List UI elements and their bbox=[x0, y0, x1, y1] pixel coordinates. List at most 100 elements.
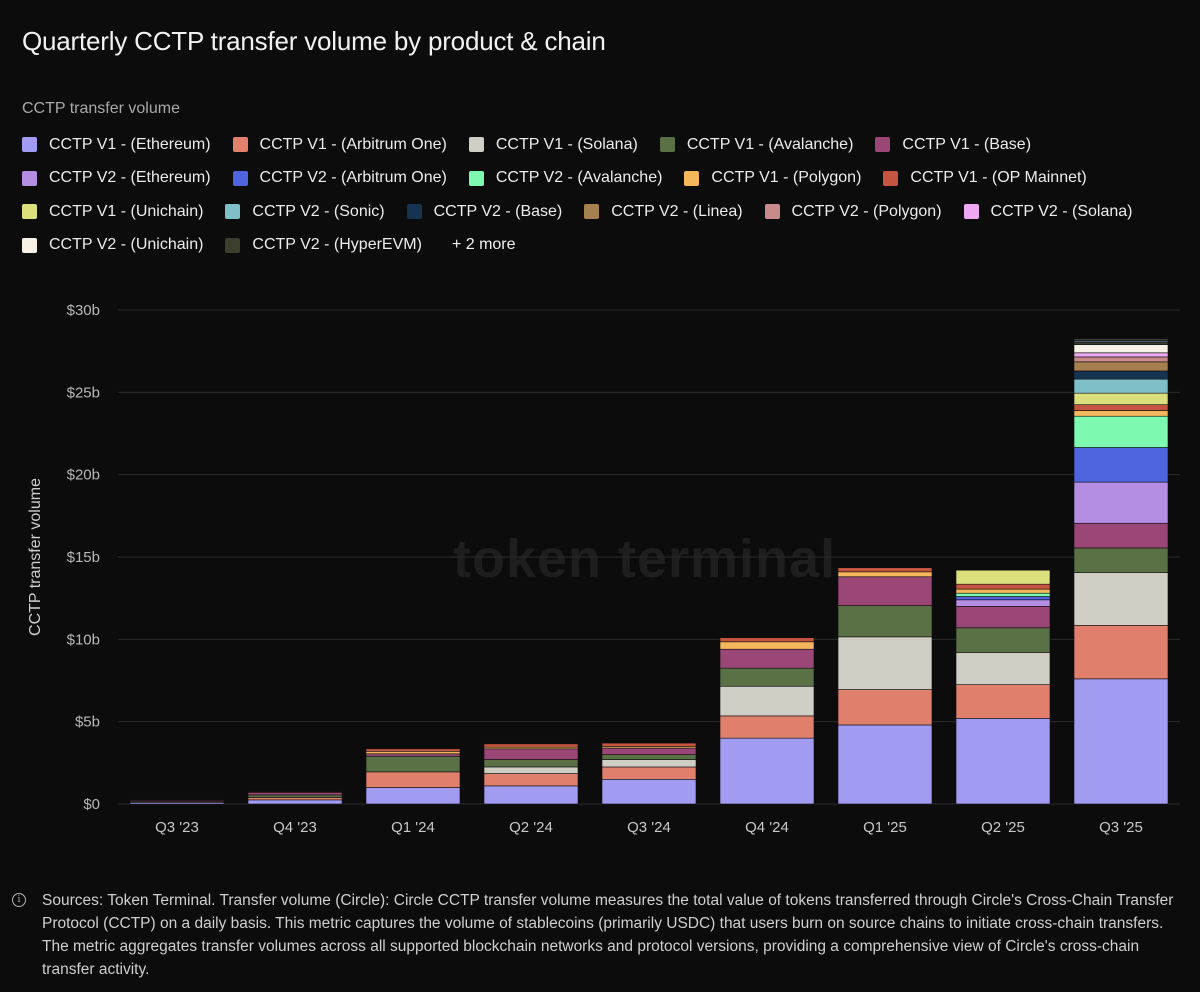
bar-segment bbox=[955, 627, 1051, 653]
legend-swatch bbox=[764, 204, 780, 220]
bar-segment bbox=[719, 685, 815, 717]
bar-segment bbox=[955, 599, 1051, 607]
bar-segment bbox=[601, 759, 697, 768]
bar-segment bbox=[365, 787, 461, 805]
bar-segment bbox=[1073, 415, 1169, 448]
bar-segment bbox=[955, 606, 1051, 629]
legend-item[interactable]: CCTP V2 - (Base) bbox=[406, 195, 563, 229]
legend-item[interactable]: CCTP V1 - (Unichain) bbox=[22, 195, 203, 229]
y-tick-label: $20b bbox=[67, 467, 100, 484]
legend-label: CCTP V1 - (Unichain) bbox=[49, 202, 204, 220]
legend-label: CCTP V2 - (Unichain) bbox=[49, 236, 204, 254]
legend-swatch bbox=[468, 137, 484, 153]
legend-item[interactable]: CCTP V2 - (Avalanche) bbox=[468, 162, 663, 196]
bar-segment bbox=[955, 569, 1051, 585]
legend-swatch bbox=[659, 137, 675, 153]
bar-segment bbox=[601, 742, 697, 747]
legend-item[interactable]: CCTP V1 - (Ethereum) bbox=[22, 128, 211, 162]
bar-segment bbox=[1073, 410, 1169, 417]
legend: CCTP V1 - (Ethereum) CCTP V1 - (Arbitrum … bbox=[22, 128, 1187, 262]
bar-segment bbox=[719, 737, 815, 805]
legend-item[interactable]: CCTP V1 - (Base) bbox=[875, 128, 1031, 162]
legend-item[interactable]: CCTP V1 - (Avalanche) bbox=[659, 128, 853, 162]
bar-segment bbox=[1073, 522, 1169, 549]
x-tick-label: Q4 '24 bbox=[745, 819, 789, 836]
bar-segment bbox=[955, 588, 1051, 594]
legend-label: CCTP V2 - (Sonic) bbox=[252, 202, 385, 220]
legend-title: CCTP transfer volume bbox=[22, 100, 180, 117]
x-tick-label: Q1 '24 bbox=[391, 819, 435, 836]
legend-swatch bbox=[225, 204, 241, 220]
legend-swatch bbox=[232, 170, 248, 186]
legend-swatch bbox=[875, 137, 891, 153]
bar-segment bbox=[1073, 338, 1169, 341]
bar-segment bbox=[601, 754, 697, 760]
bar-segment bbox=[483, 748, 579, 760]
bar-segment bbox=[601, 778, 697, 805]
x-tick-label: Q2 '24 bbox=[509, 819, 553, 836]
x-tick-label: Q4 '23 bbox=[273, 819, 317, 836]
legend-swatch bbox=[232, 137, 248, 153]
bar-segment bbox=[1073, 625, 1169, 680]
legend-more-button[interactable]: + 2 more bbox=[451, 236, 516, 254]
y-tick-label: $10b bbox=[67, 631, 100, 648]
legend-item[interactable]: CCTP V2 - (HyperEVM) bbox=[225, 229, 422, 263]
legend-label: CCTP V2 - (Polygon) bbox=[791, 202, 942, 220]
bar-segment bbox=[365, 751, 461, 755]
bar-segment bbox=[837, 689, 933, 726]
x-tick-label: Q3 '25 bbox=[1099, 819, 1143, 836]
bar-segment bbox=[955, 592, 1051, 597]
legend-label: CCTP V2 - (Solana) bbox=[990, 202, 1133, 220]
legend-label: CCTP V2 - (Avalanche) bbox=[495, 169, 663, 187]
legend-label: CCTP V1 - (Ethereum) bbox=[49, 135, 211, 153]
legend-item[interactable]: CCTP V2 - (Sonic) bbox=[225, 195, 385, 229]
legend-swatch bbox=[22, 170, 37, 186]
bar-segment bbox=[365, 748, 461, 752]
bar-segment bbox=[837, 724, 933, 805]
legend-item[interactable]: CCTP V2 - (Unichain) bbox=[22, 229, 203, 263]
bar-segment bbox=[483, 773, 579, 787]
bar-segment bbox=[247, 799, 343, 805]
legend-swatch bbox=[22, 137, 37, 153]
legend-label: CCTP V2 - (HyperEVM) bbox=[252, 236, 422, 254]
bar-segment bbox=[601, 747, 697, 755]
x-tick-label: Q3 '23 bbox=[155, 819, 199, 836]
y-tick-label: $5b bbox=[75, 714, 100, 731]
y-tick-label: $15b bbox=[67, 549, 100, 566]
bar-segment bbox=[483, 785, 579, 805]
legend-swatch bbox=[963, 204, 979, 220]
bar-segment bbox=[129, 799, 225, 802]
legend-item[interactable]: CCTP V2 - (Linea) bbox=[584, 195, 743, 229]
legend-item[interactable]: CCTP V1 - (Arbitrum One) bbox=[232, 128, 447, 162]
bar-segment bbox=[1073, 481, 1169, 524]
bar-segment bbox=[1073, 404, 1169, 411]
bar-segment bbox=[365, 755, 461, 773]
legend-item[interactable]: CCTP V2 - (Polygon) bbox=[764, 195, 942, 229]
bar-segment bbox=[601, 766, 697, 780]
legend-label: CCTP V2 - (Linea) bbox=[611, 202, 743, 220]
y-tick-label: $25b bbox=[67, 384, 100, 401]
bar-segment bbox=[365, 753, 461, 757]
bar-segment bbox=[1073, 378, 1169, 394]
legend-label: CCTP V2 - (Base) bbox=[433, 202, 563, 220]
bar-segment bbox=[1073, 356, 1169, 363]
legend-label: CCTP V1 - (Arbitrum One) bbox=[259, 135, 447, 153]
legend-item[interactable]: CCTP V1 - (Solana) bbox=[468, 128, 638, 162]
legend-item[interactable]: CCTP V2 - (Ethereum) bbox=[22, 162, 211, 196]
legend-item[interactable]: CCTP V1 - (Polygon) bbox=[684, 162, 861, 196]
bar-segment bbox=[1073, 344, 1169, 354]
bar-segment bbox=[955, 596, 1051, 601]
bar-segment bbox=[247, 794, 343, 798]
bar-segment bbox=[837, 576, 933, 606]
bar-segment bbox=[955, 684, 1051, 719]
legend-label: CCTP V1 - (Polygon) bbox=[711, 169, 862, 187]
bar-segment bbox=[1073, 447, 1169, 483]
bar-segment bbox=[719, 715, 815, 739]
legend-item[interactable]: CCTP V1 - (OP Mainnet) bbox=[883, 162, 1087, 196]
bar-segment bbox=[719, 637, 815, 643]
legend-swatch bbox=[584, 204, 600, 220]
legend-item[interactable]: CCTP V2 - (Solana) bbox=[963, 195, 1133, 229]
legend-item[interactable]: CCTP V2 - (Arbitrum One) bbox=[232, 162, 447, 196]
legend-label: CCTP V1 - (OP Mainnet) bbox=[910, 169, 1087, 187]
